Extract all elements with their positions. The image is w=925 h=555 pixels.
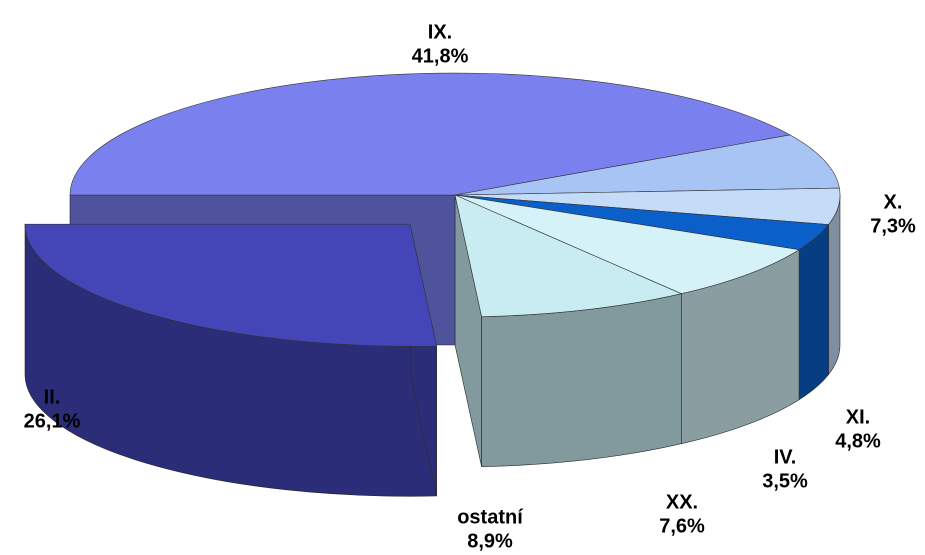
value-label: 26,1% (24, 410, 81, 432)
pie-side-shade (24, 224, 437, 497)
category-label: IV. (774, 446, 797, 468)
pie-slice (454, 194, 800, 295)
value-label: 41,8% (412, 45, 469, 67)
category-label: II. (44, 386, 61, 408)
pie-side-shade (481, 293, 682, 467)
pie-slice (24, 223, 437, 347)
category-label: IX. (428, 21, 452, 43)
category-label: ostatní (457, 506, 524, 528)
pie-side-shade (681, 249, 800, 444)
value-label: 4,8% (835, 430, 881, 452)
pie-side-shade (455, 195, 482, 467)
value-label: 7,3% (870, 215, 916, 237)
value-label: 7,6% (659, 515, 705, 537)
category-label: XX. (666, 491, 698, 513)
category-label: XI. (846, 406, 870, 428)
pie-side-shade (828, 195, 841, 375)
pie-slice (454, 134, 840, 196)
category-label: X. (884, 191, 903, 213)
value-label: 8,9% (467, 530, 513, 552)
value-label: 3,5% (762, 470, 808, 492)
pie-slice (454, 194, 683, 318)
pie-side-shade (799, 224, 829, 400)
pie-slice (69, 72, 791, 196)
